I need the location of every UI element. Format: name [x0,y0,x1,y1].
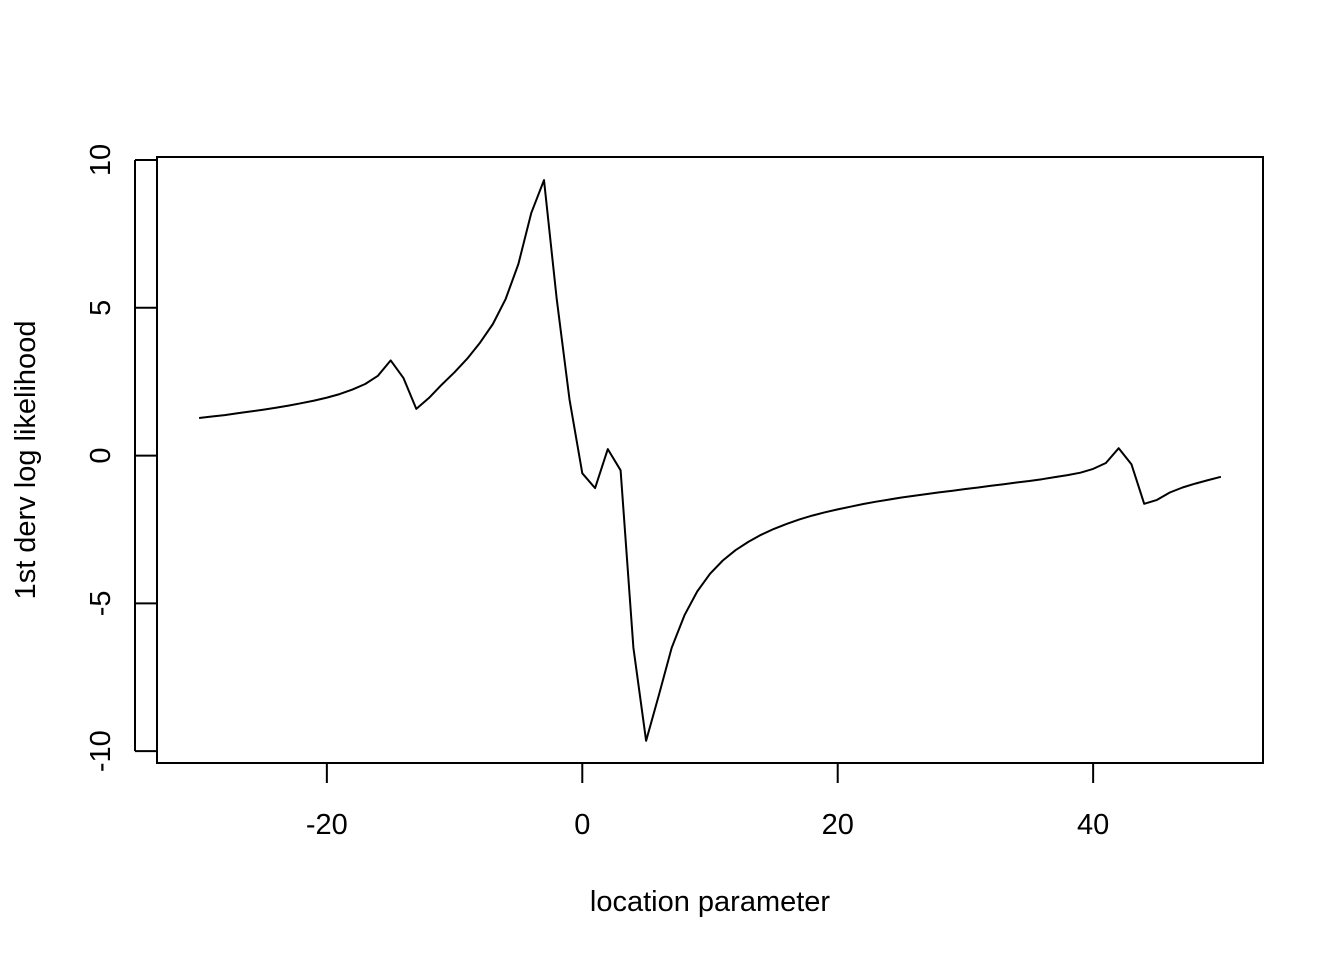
plot-frame [156,156,1264,764]
y-tick-label: 0 [85,447,117,463]
y-axis: -10 -5 0 5 10 [85,144,157,772]
x-axis-label: location parameter [590,886,831,918]
y-tick-label: 10 [85,144,117,176]
series-line [198,179,1222,742]
x-axis: -20 0 20 40 [306,762,1109,841]
x-tick-label: 20 [822,809,854,841]
x-tick-label: -20 [306,809,348,841]
y-tick-label: -10 [85,730,117,772]
y-tick-label: -5 [85,590,117,616]
x-tick-label: 0 [574,809,590,841]
series-layer [198,179,1222,742]
y-tick-label: 5 [85,300,117,316]
x-tick-label: 40 [1077,809,1109,841]
y-axis-label: 1st derv log likelihood [10,321,42,600]
